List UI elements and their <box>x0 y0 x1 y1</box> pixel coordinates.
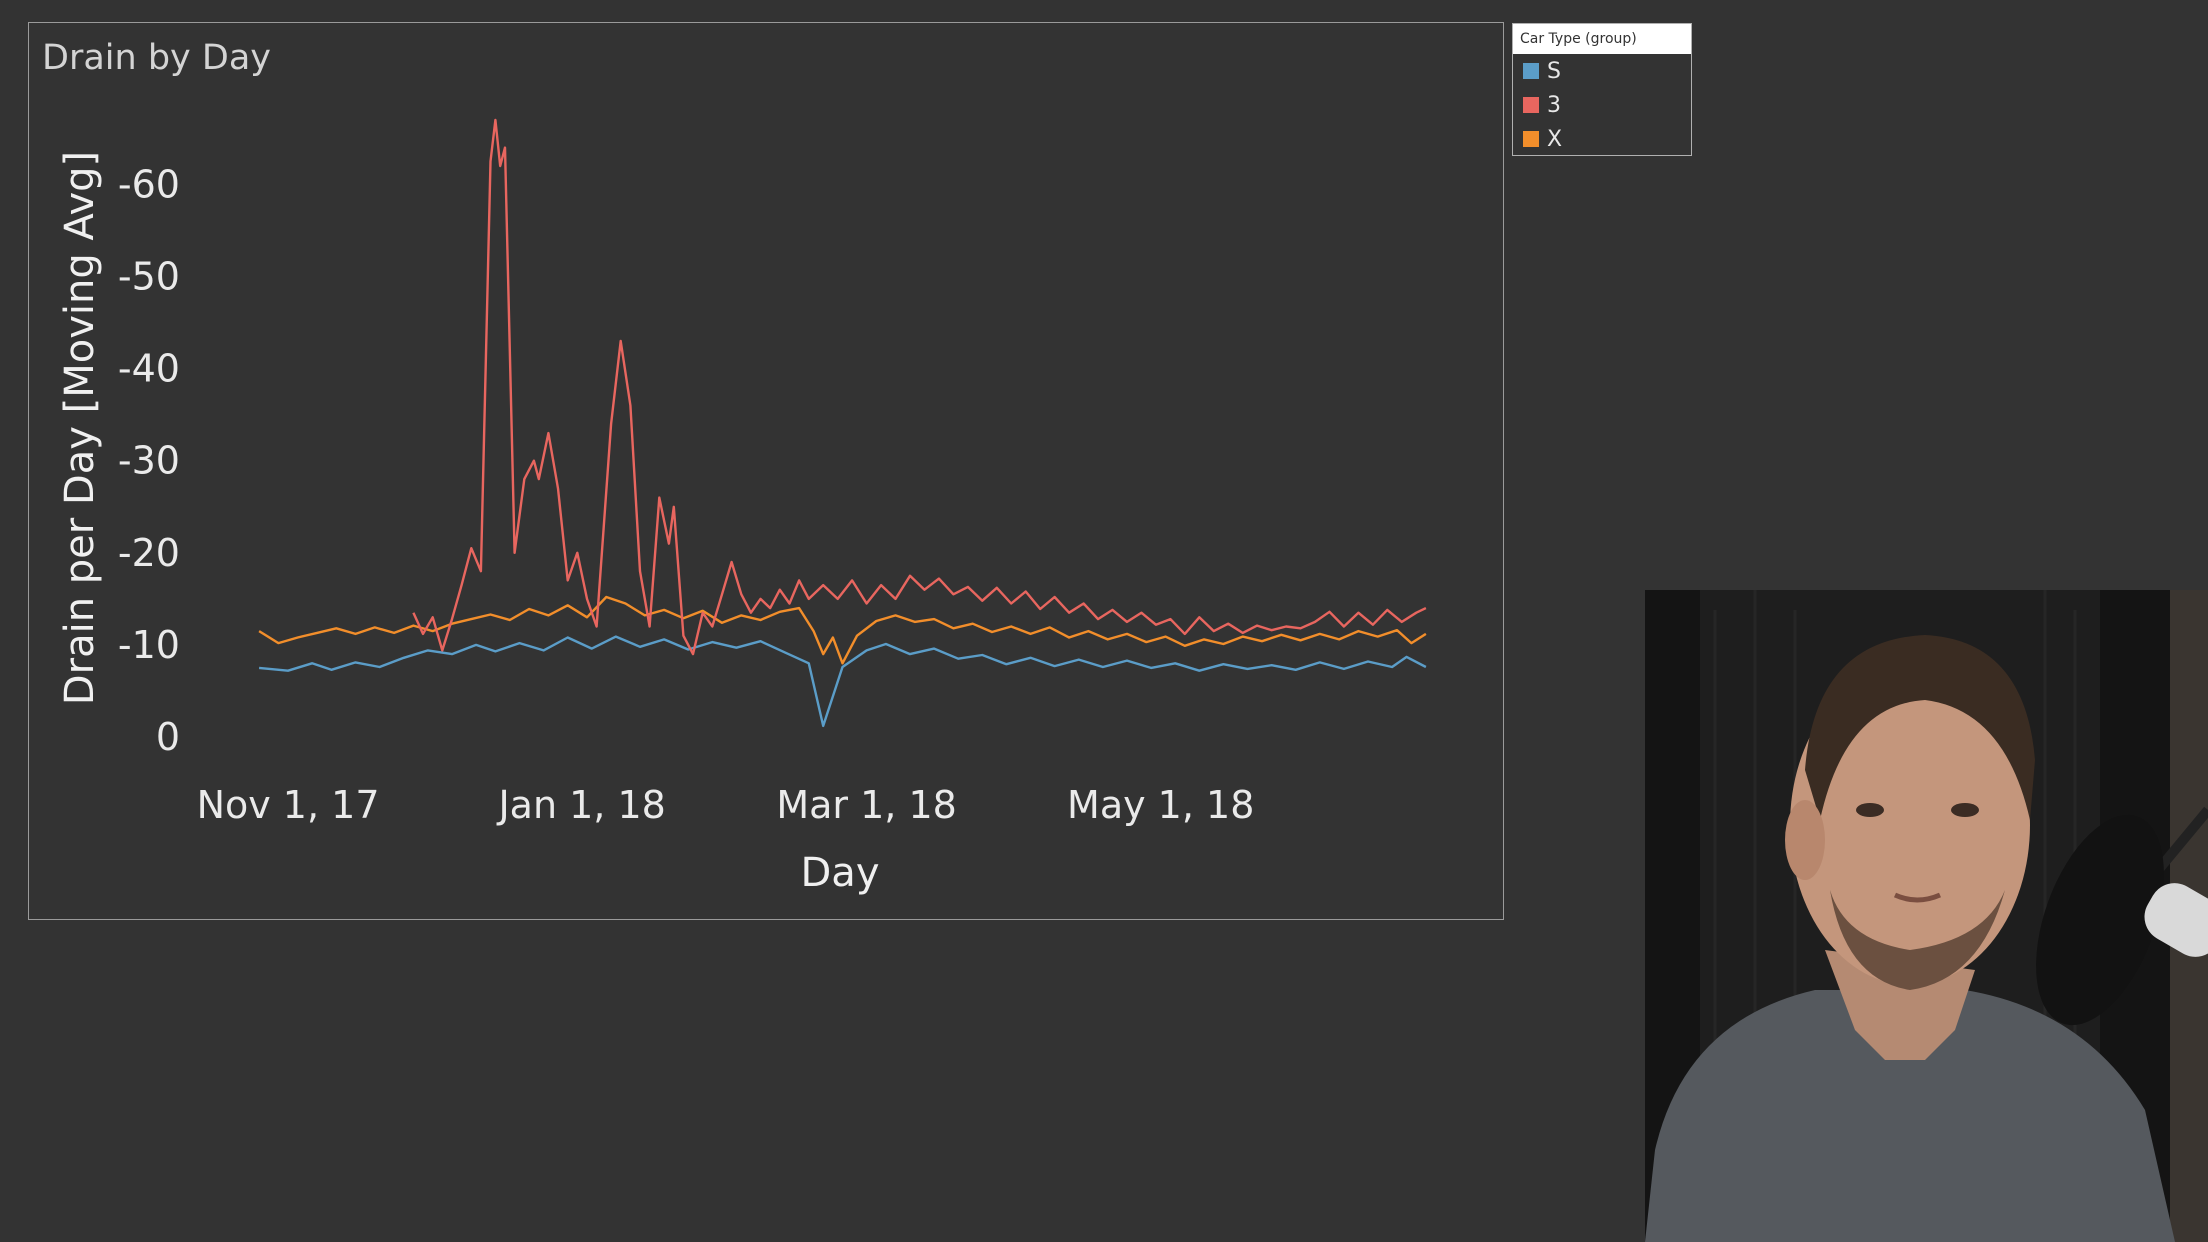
legend-swatch-s <box>1523 63 1539 79</box>
presenter-image <box>1645 590 2208 1242</box>
series-line-s[interactable] <box>258 635 1427 728</box>
chart-panel <box>28 22 1504 920</box>
y-tick-label: -60 <box>118 162 180 206</box>
legend-item-x[interactable]: X <box>1513 122 1691 156</box>
y-tick-label: -20 <box>118 531 180 575</box>
line-chart: -60 -50 -40 -30 -20 -10 0 Nov 1, 17 Jan 1, 18 Ma… <box>57 118 1427 896</box>
series-line-x[interactable] <box>258 595 1427 665</box>
x-tick-label: Jan 1, 18 <box>496 783 665 827</box>
legend-label-x: X <box>1547 126 1563 152</box>
legend-item-3[interactable]: 3 <box>1513 88 1691 122</box>
y-tick-label: -40 <box>118 347 180 391</box>
series-line-3[interactable] <box>412 118 1427 656</box>
legend-title: Car Type (group) <box>1513 24 1691 54</box>
x-tick-label: Mar 1, 18 <box>776 783 956 827</box>
legend-label-s: S <box>1547 58 1561 84</box>
x-tick-label: May 1, 18 <box>1067 783 1254 827</box>
x-axis-ticks: Nov 1, 17 Jan 1, 18 Mar 1, 18 May 1, 18 <box>197 783 1255 827</box>
y-tick-label: -30 <box>118 439 180 483</box>
y-axis-title: Drain per Day [Moving Avg] <box>57 151 103 705</box>
chart-title: Drain by Day <box>42 38 271 78</box>
legend-swatch-x <box>1523 131 1539 147</box>
webcam-video-feed <box>1645 590 2208 1242</box>
x-axis-title: Day <box>801 850 880 896</box>
legend-swatch-3 <box>1523 97 1539 113</box>
legend-item-s[interactable]: S <box>1513 54 1691 88</box>
legend-label-3: 3 <box>1547 92 1561 118</box>
y-tick-label: -10 <box>118 623 180 667</box>
legend: Car Type (group) S 3 X <box>1512 23 1692 156</box>
y-axis-ticks: -60 -50 -40 -30 -20 -10 0 <box>118 162 180 759</box>
series-lines <box>258 118 1427 728</box>
x-tick-label: Nov 1, 17 <box>197 783 380 827</box>
y-tick-label: 0 <box>156 715 180 759</box>
y-tick-label: -50 <box>118 255 180 299</box>
